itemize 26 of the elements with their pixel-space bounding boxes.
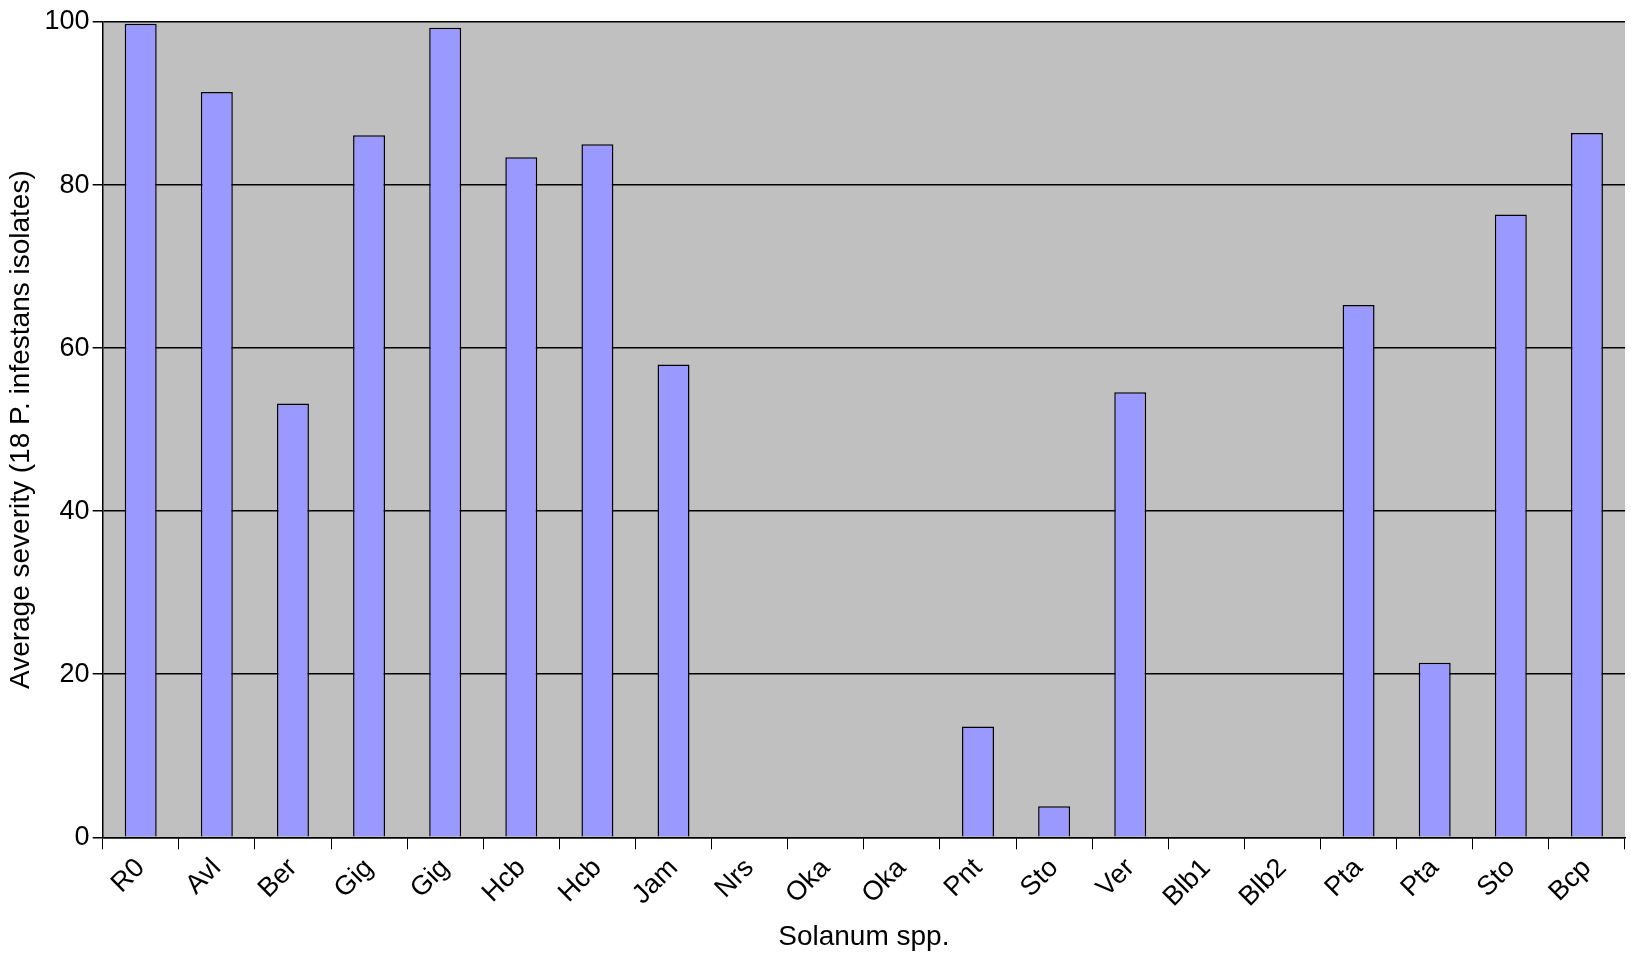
x-tick-label: Sto: [1470, 852, 1521, 902]
x-tick-label: Oka: [855, 851, 913, 909]
x-tick-label: Bcp: [1542, 852, 1597, 907]
x-tick-label: Pta: [1318, 851, 1369, 902]
x-tick-label: Pta: [1394, 851, 1445, 902]
y-tick-label: 0: [74, 820, 90, 851]
x-tick-label: Ver: [1089, 852, 1140, 902]
x-tick-label: Sto: [1013, 852, 1064, 902]
x-tick-label: Oka: [779, 851, 836, 909]
x-tick-label: Pnt: [937, 851, 988, 902]
x-tick-label: Jam: [625, 852, 684, 910]
x-tick-label: Avl: [178, 852, 227, 900]
x-tick-label: R0: [104, 852, 151, 898]
x-axis-title: Solanum spp.: [778, 919, 950, 951]
x-tick-label: Gig: [403, 852, 455, 903]
x-tick-label: Nrs: [708, 852, 760, 903]
y-axis-title: Average severity (18 P. infestans isolates): [3, 170, 35, 690]
y-tick-label: 80: [59, 168, 90, 199]
y-tick-label: 60: [59, 331, 90, 362]
y-tick-label: 100: [44, 5, 90, 36]
x-tick-label: Ber: [251, 852, 303, 903]
x-tick-label: Hcb: [475, 852, 531, 908]
y-tick-label: 20: [59, 657, 90, 688]
x-tick-label: Gig: [327, 852, 379, 903]
x-tick-label: Hcb: [551, 852, 607, 908]
y-tick-label: 40: [59, 494, 90, 525]
